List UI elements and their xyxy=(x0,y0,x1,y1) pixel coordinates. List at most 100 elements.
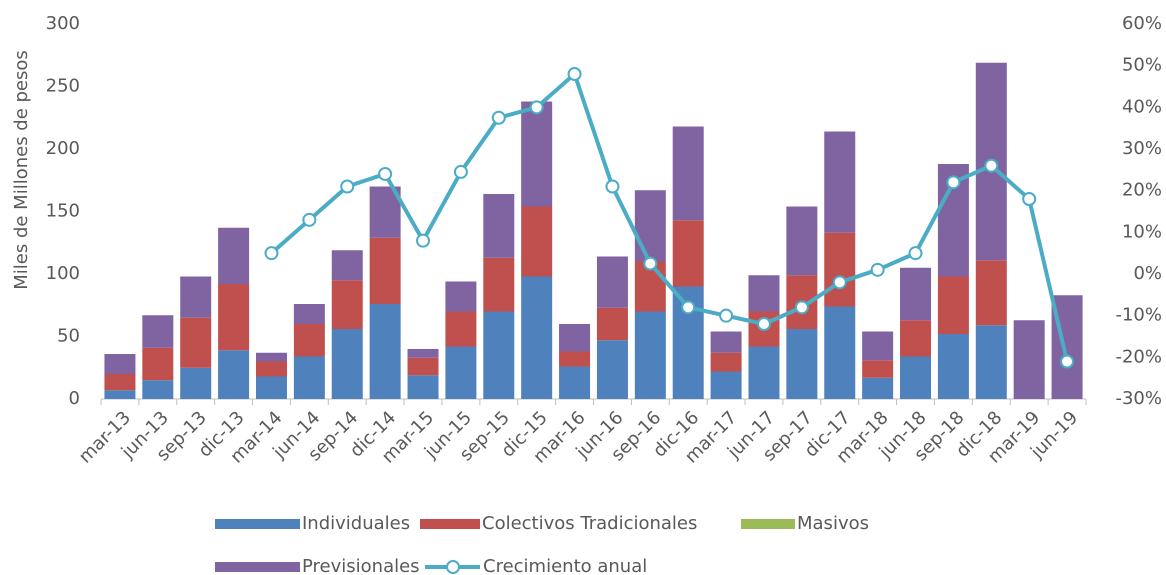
line-marker xyxy=(1060,354,1075,369)
bar-segment xyxy=(937,276,969,334)
line-marker xyxy=(264,246,279,261)
legend-swatch xyxy=(215,562,300,572)
y2-tick-label: -10% xyxy=(1115,305,1162,326)
line-marker xyxy=(643,256,658,271)
line-marker xyxy=(340,179,355,194)
y-tick-label: 250 xyxy=(46,76,80,97)
line-marker xyxy=(1022,192,1037,206)
y-tick-label: 200 xyxy=(46,138,80,159)
bar-segment xyxy=(104,354,136,374)
line-marker xyxy=(870,262,885,277)
bar-segment xyxy=(293,356,325,399)
bar-segment xyxy=(900,356,932,399)
legend-swatch xyxy=(741,519,795,529)
bar-segment xyxy=(862,377,894,399)
bar-segment xyxy=(521,276,553,399)
bar-segment xyxy=(180,276,212,318)
bar-segment xyxy=(293,324,325,357)
bar-segment xyxy=(255,361,287,377)
bar-segment xyxy=(142,315,174,348)
y2-tick-label: 20% xyxy=(1122,180,1162,201)
legend-label: Previsionales xyxy=(302,556,420,575)
bar-segment xyxy=(596,340,628,399)
line-marker xyxy=(302,212,317,227)
bar-segment xyxy=(824,306,856,399)
legend-swatch xyxy=(215,519,300,529)
bar-segment xyxy=(937,334,969,399)
bar-segment xyxy=(445,311,477,347)
y-tick-label: 150 xyxy=(46,201,80,222)
bar-segment xyxy=(1013,320,1045,399)
line-marker xyxy=(605,179,620,194)
bar-segment xyxy=(634,311,666,399)
line xyxy=(270,72,1070,362)
bar-segment xyxy=(710,352,742,372)
bar-segment xyxy=(824,131,856,233)
bar-segment xyxy=(142,380,174,399)
bar-segment xyxy=(180,317,212,368)
bar-segment xyxy=(331,250,363,281)
bar-segment xyxy=(218,227,250,284)
line-marker xyxy=(756,317,771,331)
bar-segment xyxy=(483,194,515,258)
bar-segment xyxy=(748,275,780,312)
bar-segment xyxy=(862,331,894,361)
bar-segment xyxy=(407,349,439,358)
bar-segment xyxy=(369,237,401,304)
line-marker xyxy=(681,300,696,315)
legend-marker xyxy=(446,560,460,574)
bar-segment xyxy=(104,374,136,391)
line-marker xyxy=(908,246,923,261)
y2-tick-label: 40% xyxy=(1122,96,1162,117)
y2-tick-label: -20% xyxy=(1115,346,1162,367)
bar-segment xyxy=(634,190,666,262)
bar-segment xyxy=(521,101,553,207)
bar-segment xyxy=(596,256,628,308)
bar-segment xyxy=(975,325,1007,399)
line-marker xyxy=(529,100,544,115)
bar-segment xyxy=(786,329,818,399)
legend-label: Individuales xyxy=(302,513,410,534)
line-marker xyxy=(453,164,468,179)
bar-segment xyxy=(672,220,704,287)
line-marker xyxy=(378,167,393,181)
bar-segment xyxy=(559,351,591,367)
bar-segment xyxy=(104,390,136,399)
bar-segment xyxy=(218,284,250,351)
bar-segment xyxy=(862,360,894,378)
bar-segment xyxy=(483,311,515,399)
bar-segment xyxy=(445,281,477,312)
y2-tick-label: -30% xyxy=(1115,388,1162,409)
y-axis-title: Miles de Millones de pesos xyxy=(11,50,32,290)
line-marker xyxy=(794,300,809,315)
bar-segment xyxy=(672,126,704,221)
bar-segment xyxy=(824,232,856,307)
bar-segment xyxy=(255,376,287,399)
bar-segment xyxy=(331,329,363,399)
legend-label: Crecimiento anual xyxy=(483,556,647,575)
bar-segment xyxy=(521,206,553,277)
y2-tick-label: 0% xyxy=(1133,263,1162,284)
bar-segment xyxy=(975,260,1007,326)
bar-segment xyxy=(786,206,818,276)
bar-segment xyxy=(559,366,591,399)
y-tick-label: 100 xyxy=(46,263,80,284)
bar-segment xyxy=(748,346,780,399)
y-tick-label: 300 xyxy=(46,13,80,34)
bar-segment xyxy=(483,257,515,312)
line-marker xyxy=(719,308,734,323)
bar-segment xyxy=(369,304,401,399)
bar-segment xyxy=(180,367,212,399)
bar-segment xyxy=(255,352,287,362)
bar-segment xyxy=(142,347,174,381)
y2-tick-label: 30% xyxy=(1122,138,1162,159)
line-marker xyxy=(416,233,431,248)
y-tick-label: 0 xyxy=(69,388,80,409)
line-marker xyxy=(567,67,582,81)
bar-segment xyxy=(710,331,742,353)
y2-tick-label: 60% xyxy=(1122,13,1162,34)
bar-segment xyxy=(331,280,363,329)
bar-segment xyxy=(710,371,742,399)
bar-segment xyxy=(293,304,325,324)
x-tick-label: mar-13 xyxy=(75,407,135,467)
